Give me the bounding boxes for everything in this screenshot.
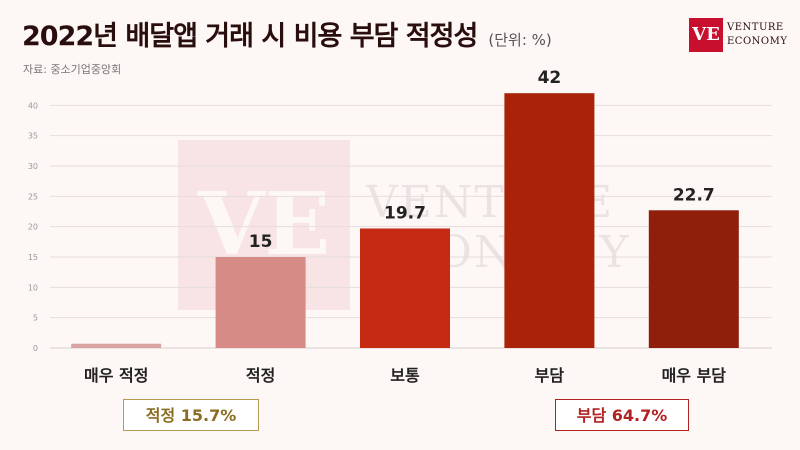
category-labels: 매우 적정 적정 보통 부담 매우 부담: [84, 366, 726, 385]
bar: [648, 210, 739, 348]
logo-mark: VE: [689, 18, 723, 52]
data-label: 19.7: [384, 203, 426, 223]
y-tick-label: 30: [28, 162, 38, 171]
category-label: 적정: [246, 366, 275, 385]
data-label: 22.7: [673, 185, 715, 205]
source-note: 자료: 중소기업중앙회: [23, 63, 122, 76]
bar: [215, 257, 306, 348]
y-tick-label: 10: [28, 283, 38, 292]
bar: [71, 343, 162, 348]
chart-title-group: 2022년 배달앱 거래 시 비용 부담 적정성 (단위: %): [22, 14, 552, 53]
data-label: 15: [249, 232, 273, 252]
bar: [360, 228, 450, 348]
y-tick-label: 40: [28, 101, 38, 110]
category-label: 부담: [535, 366, 565, 385]
burden-summary-box: 부담 64.7%: [555, 399, 689, 431]
y-tick-label: 5: [33, 314, 38, 323]
brand-logo: VE VENTURE ECONOMY: [689, 18, 789, 52]
category-label: 보통: [390, 366, 420, 385]
y-axis-ticks: 0 5 10 15 20 25 30 35 40: [28, 101, 38, 353]
y-tick-label: 15: [28, 253, 38, 262]
appropriate-summary-box: 적정 15.7%: [123, 399, 259, 431]
y-tick-label: 25: [28, 192, 38, 201]
logo-text: VENTURE ECONOMY: [727, 21, 787, 49]
logo-line-1: VENTURE: [727, 22, 784, 33]
unit-label: (단위: %): [488, 31, 552, 49]
data-label: 42: [538, 68, 562, 88]
chart-title: 2022년 배달앱 거래 시 비용 부담 적정성: [22, 21, 478, 52]
category-label: 매우 부담: [662, 366, 727, 385]
y-tick-label: 20: [28, 223, 38, 232]
bar: [504, 93, 595, 348]
y-tick-label: 0: [33, 344, 38, 353]
bars: [71, 93, 739, 348]
value-labels: 15 19.7 42 22.7: [249, 68, 715, 252]
y-tick-label: 35: [28, 132, 38, 141]
category-label: 매우 적정: [84, 366, 148, 385]
logo-line-2: ECONOMY: [727, 36, 788, 47]
